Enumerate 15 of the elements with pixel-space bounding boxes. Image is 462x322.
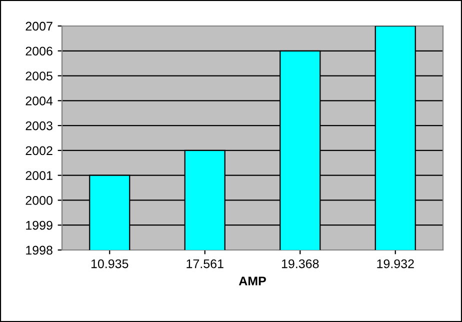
y-tick-label: 2000 — [26, 196, 52, 205]
y-tick-label: 2006 — [26, 46, 52, 56]
x-axis-title: AMP — [238, 276, 266, 286]
x-tick-label: 10.935 — [91, 259, 128, 268]
y-tick-label: 2007 — [26, 22, 52, 31]
y-tick-label: 2005 — [26, 72, 52, 80]
y-tick-label: 1998 — [26, 246, 52, 255]
y-tick-label: 2003 — [26, 121, 52, 130]
y-tick-label: 2004 — [26, 96, 53, 106]
x-tick-label: 17.561 — [186, 259, 224, 268]
y-tick-label: 2001 — [26, 171, 52, 180]
y-tick-label: 2002 — [26, 146, 52, 156]
x-tick-label: 19.932 — [377, 259, 414, 268]
x-tick-label: 19.368 — [282, 259, 319, 268]
y-tick-label: 1999 — [26, 220, 52, 230]
